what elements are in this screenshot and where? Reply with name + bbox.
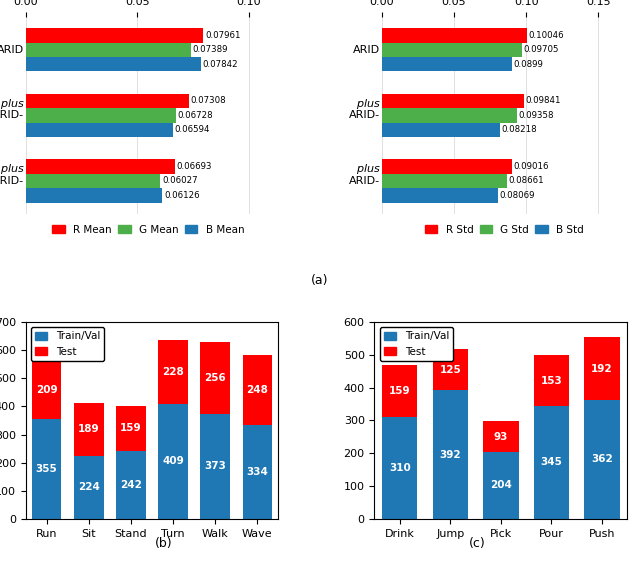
Bar xyxy=(381,122,500,137)
Text: ARID-: ARID- xyxy=(0,176,24,186)
Text: 409: 409 xyxy=(162,456,184,466)
Bar xyxy=(26,188,163,202)
Bar xyxy=(381,94,524,108)
Bar xyxy=(32,360,61,419)
Text: ARID: ARID xyxy=(353,45,380,55)
Text: 204: 204 xyxy=(490,481,512,491)
Text: (b): (b) xyxy=(154,537,172,550)
Legend: Train/Val, Test: Train/Val, Test xyxy=(31,327,104,361)
Bar xyxy=(584,400,620,519)
Text: ARID-: ARID- xyxy=(0,111,24,120)
Bar xyxy=(433,390,468,519)
Text: 0.09016: 0.09016 xyxy=(513,162,549,171)
Bar xyxy=(382,365,417,417)
Text: 256: 256 xyxy=(204,373,226,383)
Text: 392: 392 xyxy=(440,450,461,460)
Bar xyxy=(26,28,204,42)
Bar xyxy=(26,108,176,122)
Bar xyxy=(381,42,522,57)
Legend: R Mean, G Mean, B Mean: R Mean, G Mean, B Mean xyxy=(49,222,248,238)
Bar xyxy=(534,355,569,406)
Bar xyxy=(74,403,104,456)
Text: 0.06594: 0.06594 xyxy=(175,125,210,134)
Bar xyxy=(116,451,146,519)
Text: 93: 93 xyxy=(493,431,508,442)
Text: 224: 224 xyxy=(78,482,100,492)
Text: (a): (a) xyxy=(311,274,329,287)
Text: 345: 345 xyxy=(540,457,563,468)
Bar xyxy=(74,456,104,519)
Text: 209: 209 xyxy=(36,385,58,395)
Bar xyxy=(382,417,417,519)
Bar xyxy=(381,108,517,122)
Bar xyxy=(483,421,518,452)
Text: 0.06027: 0.06027 xyxy=(162,177,198,186)
Text: 0.06693: 0.06693 xyxy=(177,162,212,171)
Text: 334: 334 xyxy=(246,467,268,477)
Text: (c): (c) xyxy=(468,537,485,550)
Text: ARID: ARID xyxy=(0,45,24,55)
Bar xyxy=(243,425,272,519)
Text: $\it{plus}$: $\it{plus}$ xyxy=(356,162,380,176)
Bar xyxy=(584,337,620,400)
Text: 248: 248 xyxy=(246,385,268,395)
Bar xyxy=(158,404,188,519)
Text: ARID-: ARID- xyxy=(349,176,380,186)
Text: 189: 189 xyxy=(78,424,100,434)
Text: 0.08218: 0.08218 xyxy=(502,125,538,134)
Bar xyxy=(483,452,518,519)
Bar xyxy=(381,159,512,174)
Bar xyxy=(32,419,61,519)
Legend: R Std, G Std, B Std: R Std, G Std, B Std xyxy=(422,222,587,238)
Text: 153: 153 xyxy=(541,376,563,386)
Text: 0.09841: 0.09841 xyxy=(525,96,561,105)
Bar xyxy=(158,340,188,404)
Bar xyxy=(534,406,569,519)
Bar xyxy=(26,122,173,137)
Bar xyxy=(381,174,507,188)
Bar xyxy=(381,57,511,72)
Bar xyxy=(26,159,175,174)
Text: 0.06728: 0.06728 xyxy=(177,111,213,120)
Bar xyxy=(381,28,527,42)
Bar xyxy=(433,349,468,390)
Text: 373: 373 xyxy=(204,461,226,472)
Bar xyxy=(26,57,201,72)
Bar xyxy=(200,342,230,414)
Text: ARID-: ARID- xyxy=(349,111,380,120)
Bar xyxy=(116,406,146,451)
Text: 0.10046: 0.10046 xyxy=(528,31,564,40)
Text: 242: 242 xyxy=(120,480,142,490)
Bar xyxy=(381,188,498,202)
Text: 125: 125 xyxy=(440,365,461,374)
Text: 0.08661: 0.08661 xyxy=(508,177,544,186)
Text: 0.09358: 0.09358 xyxy=(518,111,554,120)
Bar xyxy=(26,42,191,57)
Text: 0.09705: 0.09705 xyxy=(524,45,559,54)
Text: 362: 362 xyxy=(591,455,612,465)
Text: 355: 355 xyxy=(36,464,58,474)
Bar xyxy=(26,94,189,108)
Legend: Train/Val, Test: Train/Val, Test xyxy=(380,327,453,361)
Bar xyxy=(26,174,160,188)
Bar xyxy=(243,355,272,425)
Text: 0.07842: 0.07842 xyxy=(202,60,238,69)
Text: $\it{plus}$: $\it{plus}$ xyxy=(0,162,24,176)
Text: 0.07961: 0.07961 xyxy=(205,31,241,40)
Text: 228: 228 xyxy=(162,367,184,377)
Text: $\it{plus}$: $\it{plus}$ xyxy=(356,96,380,111)
Text: 0.0899: 0.0899 xyxy=(513,60,543,69)
Text: 310: 310 xyxy=(389,463,411,473)
Text: 0.08069: 0.08069 xyxy=(500,191,535,200)
Text: $\it{plus}$: $\it{plus}$ xyxy=(0,96,24,111)
Text: 192: 192 xyxy=(591,364,612,373)
Text: 159: 159 xyxy=(389,386,410,396)
Text: 0.07308: 0.07308 xyxy=(191,96,226,105)
Bar xyxy=(200,414,230,519)
Text: 0.06126: 0.06126 xyxy=(164,191,200,200)
Text: 0.07389: 0.07389 xyxy=(193,45,228,54)
Text: 159: 159 xyxy=(120,424,141,434)
